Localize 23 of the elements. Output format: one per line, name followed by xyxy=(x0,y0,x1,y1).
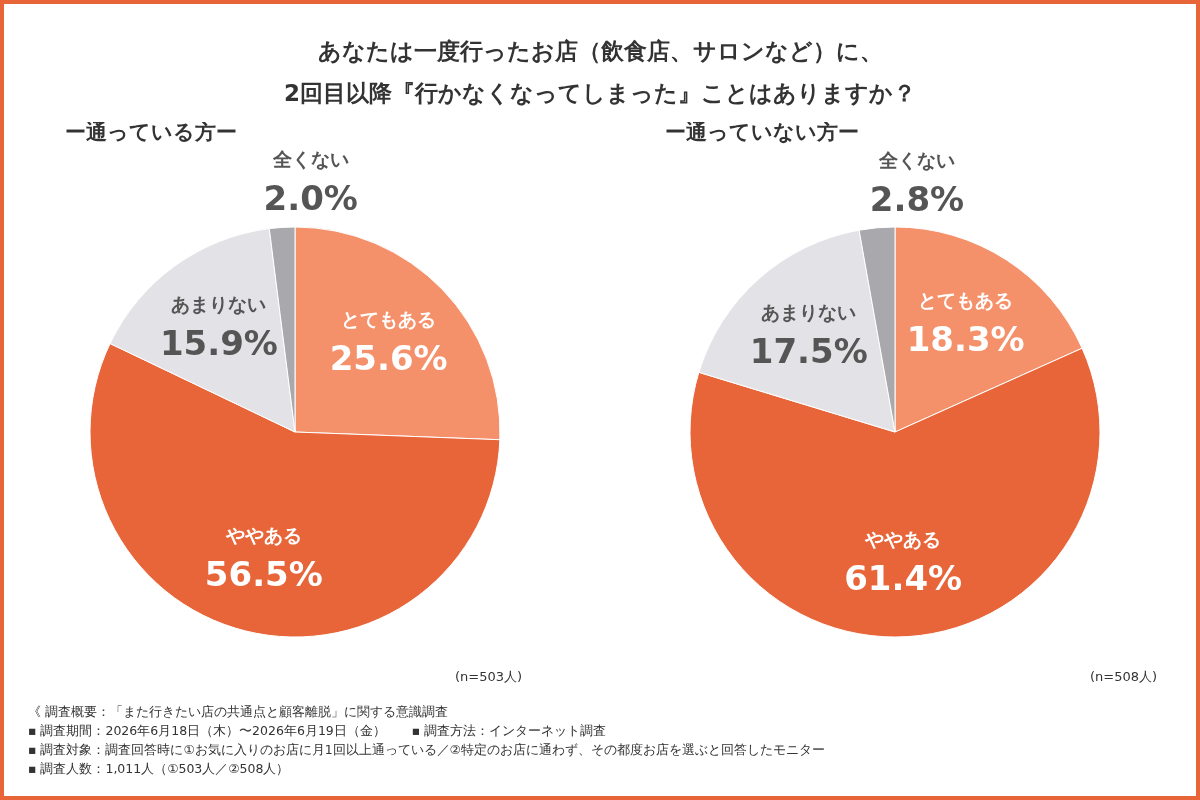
data-label: 15.9% xyxy=(159,322,278,363)
text: 《 調査概要：「また行きたい店の共通点と顧客離脱」に関する意識調査 xyxy=(28,703,449,721)
data-label: 2.8% xyxy=(869,178,965,219)
data-label: 17.5% xyxy=(749,330,868,371)
slice-label: とてもある xyxy=(918,288,1014,311)
data-label: 61.4% xyxy=(844,557,963,598)
data-label: 18.3% xyxy=(906,318,1025,359)
slice-label: あまりない xyxy=(761,300,857,323)
slice-label: ややある xyxy=(224,524,302,547)
text: (n=503人) xyxy=(455,668,523,686)
data-label: 2.0% xyxy=(263,178,358,219)
slice-label: あまりない xyxy=(171,292,267,315)
slice-label: 全くない xyxy=(271,148,349,171)
text: ▪ 調査人数：1,011人（①503人／②508人） xyxy=(28,760,291,778)
slice-label: とてもある xyxy=(341,307,437,330)
data-label: 56.5% xyxy=(204,554,323,595)
text: あなたは一度行ったお店（飲食店、サロンなど）に、 2回目以降『行かなくなってしまった』ことはありますか？ xyxy=(283,37,917,108)
text: ▪ 調査対象：調査回答時に①お気に入りのお店に月1回以上通っている／②特定のお店に通わず、その都度お店を選ぶと回答したモニター xyxy=(28,741,825,759)
text: ▪ 調査期間：2026年6月18日（木）〜2026年6月19日（金） ▪ 調査方法：インターネット調査 xyxy=(28,722,608,740)
data-label: 25.6% xyxy=(329,337,448,378)
text: (n=508人) xyxy=(1090,668,1158,686)
slice-label: ややある xyxy=(864,527,942,550)
slice-label: 全くない xyxy=(877,148,955,171)
